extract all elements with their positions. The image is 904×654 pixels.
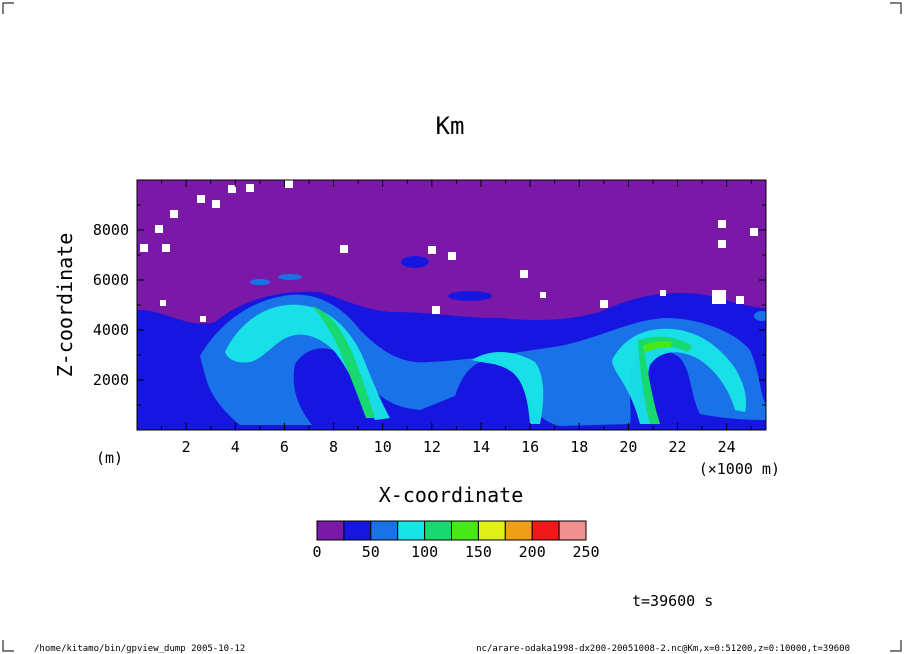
y-unit-label: (m) bbox=[96, 449, 123, 467]
level-3-plume-center bbox=[472, 351, 544, 424]
y-tick-label: 8000 bbox=[93, 221, 129, 239]
colorbar-label: 150 bbox=[465, 543, 492, 561]
y-tick-label: 6000 bbox=[93, 271, 129, 289]
chart-title: Km bbox=[436, 112, 465, 140]
footer-right: nc/arare-odaka1998-dx200-20051008-2.nc@K… bbox=[476, 644, 850, 654]
colorbar-swatch bbox=[343, 520, 372, 541]
time-annotation: t=39600 s bbox=[632, 592, 713, 610]
colorbar-swatch bbox=[531, 520, 560, 541]
colorbar-label: 100 bbox=[411, 543, 438, 561]
x-unit-label: (×1000 m) bbox=[699, 460, 780, 478]
level-5-core-right bbox=[642, 341, 672, 353]
colorbar-label: 0 bbox=[312, 543, 321, 561]
x-axis-label: X-coordinate bbox=[379, 483, 524, 507]
x-tick-label: 24 bbox=[718, 438, 736, 456]
colorbar-label: 200 bbox=[519, 543, 546, 561]
colorbar-swatch bbox=[451, 520, 479, 541]
colorbar-swatch bbox=[370, 520, 399, 541]
x-axis-ticks: 2 4 6 8 10 12 14 16 18 20 22 24 bbox=[161, 180, 752, 456]
level-4-plume-right bbox=[638, 336, 692, 424]
footer-left: /home/kitamo/bin/gpview_dump 2005-10-12 bbox=[34, 644, 245, 654]
colorbar-swatch bbox=[424, 520, 453, 541]
level-4-plume-left bbox=[312, 306, 375, 418]
colorbar-swatch bbox=[397, 520, 426, 541]
upper-blob-3 bbox=[278, 274, 302, 280]
x-tick-label: 8 bbox=[329, 438, 338, 456]
colorbar-swatch bbox=[558, 520, 587, 541]
x-tick-label: 20 bbox=[619, 438, 637, 456]
y-tick-label: 2000 bbox=[93, 371, 129, 389]
x-tick-label: 16 bbox=[521, 438, 539, 456]
colorbar-label: 50 bbox=[362, 543, 380, 561]
colorbar-swatch bbox=[477, 520, 506, 541]
x-tick-label: 14 bbox=[472, 438, 490, 456]
colorbar-label: 250 bbox=[572, 543, 599, 561]
y-tick-label: 4000 bbox=[93, 321, 129, 339]
colorbar-swatch bbox=[316, 520, 345, 541]
x-tick-label: 10 bbox=[374, 438, 392, 456]
y-axis-label: Z-coordinate bbox=[53, 233, 77, 378]
upper-blob-1 bbox=[401, 256, 429, 268]
x-tick-label: 4 bbox=[231, 438, 240, 456]
x-tick-label: 22 bbox=[669, 438, 687, 456]
upper-blob-4 bbox=[250, 279, 270, 285]
colorbar: 0 50 100 150 200 250 bbox=[312, 520, 600, 561]
colorbar-swatch bbox=[504, 520, 533, 541]
x-tick-label: 2 bbox=[182, 438, 191, 456]
upper-blob-5 bbox=[754, 311, 766, 321]
white-speckles bbox=[140, 180, 758, 322]
x-tick-label: 18 bbox=[570, 438, 588, 456]
level-3-plume-left bbox=[225, 304, 390, 420]
y-axis-ticks: 2000 4000 6000 8000 bbox=[93, 204, 766, 406]
x-tick-label: 12 bbox=[423, 438, 441, 456]
x-tick-label: 6 bbox=[280, 438, 289, 456]
upper-blob-2 bbox=[448, 291, 492, 301]
plot-area bbox=[137, 180, 766, 430]
